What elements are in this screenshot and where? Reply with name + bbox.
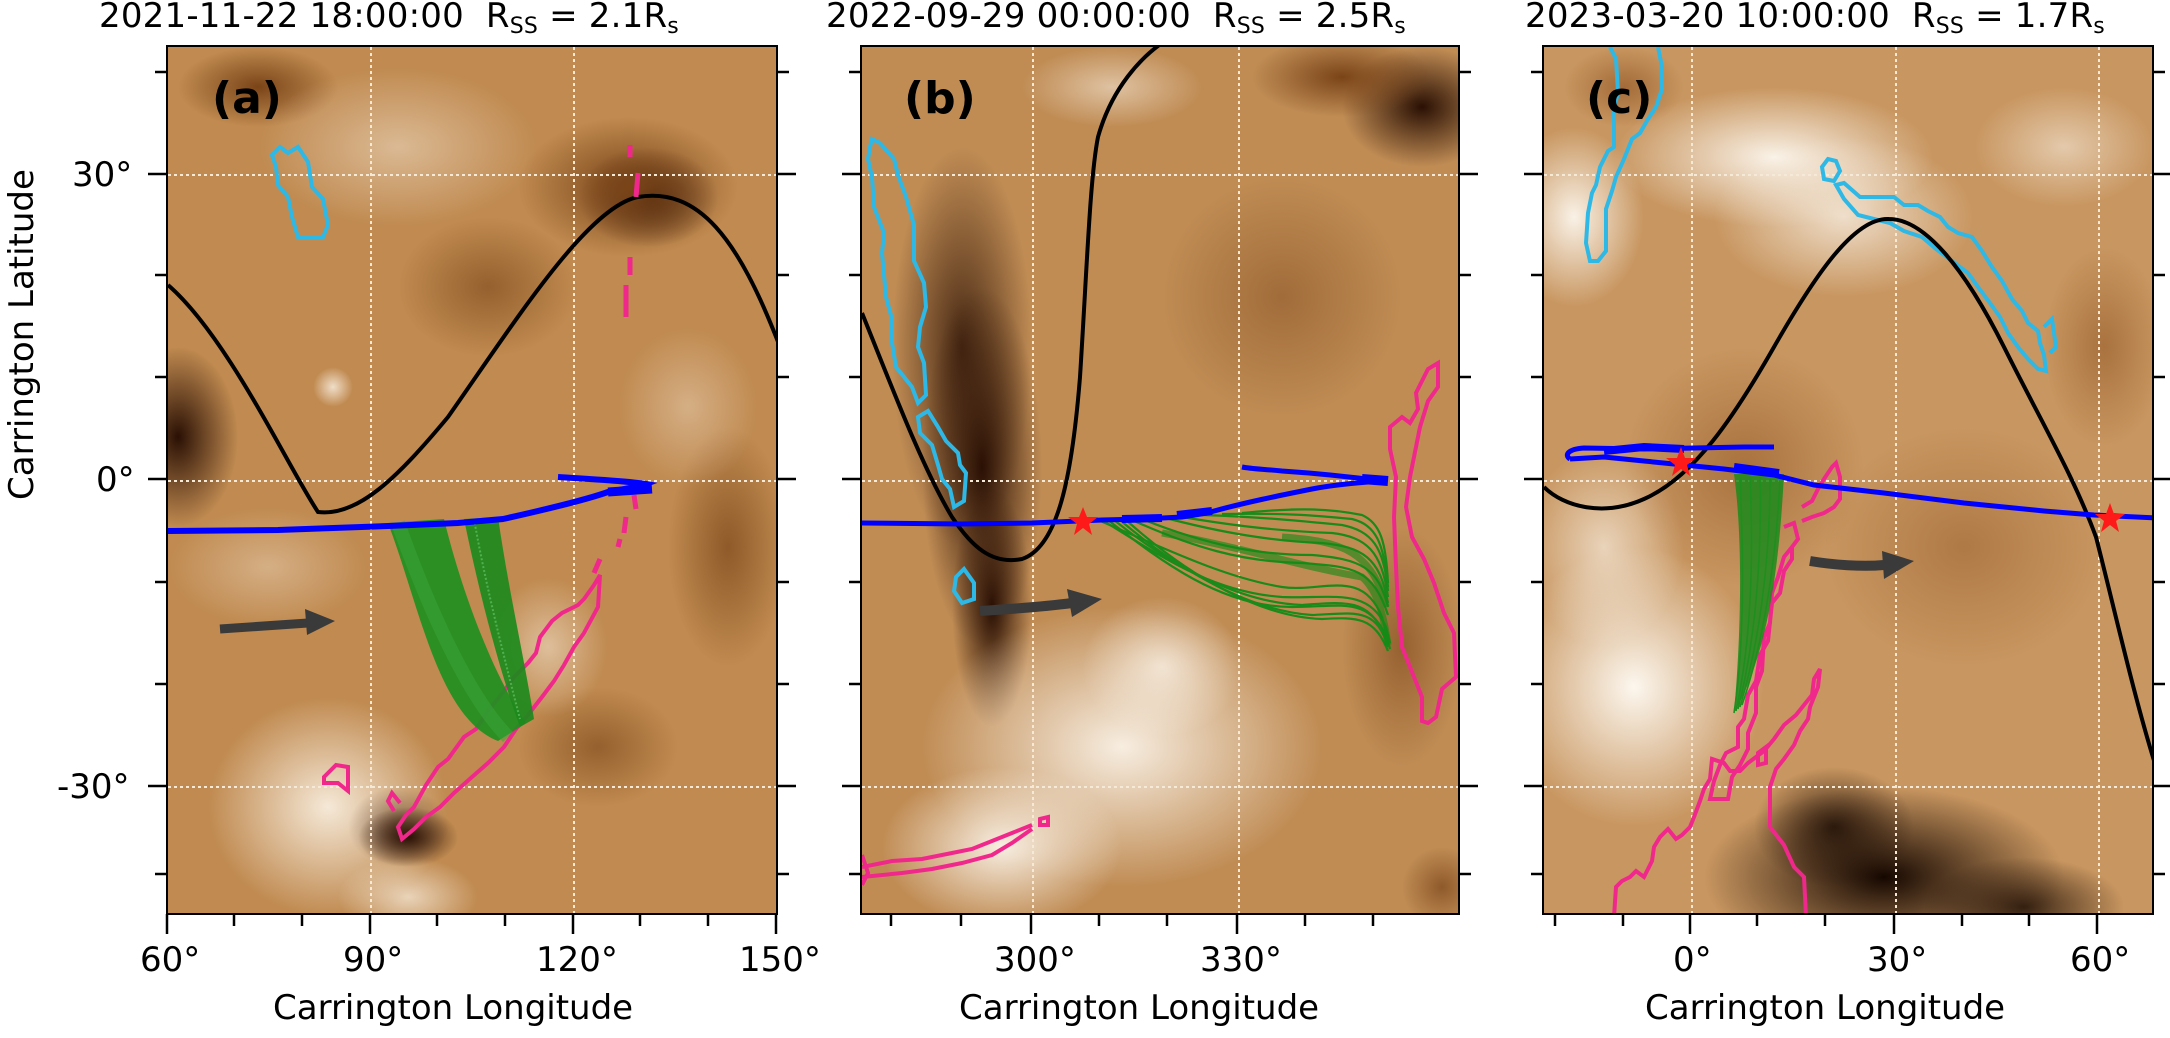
- panel-a-datetime: 2021-11-22 18:00:00: [99, 0, 464, 36]
- neutral-line: [168, 193, 776, 515]
- panel-b-rss-unit: s: [1394, 14, 1406, 39]
- open-field-pink-contour: [322, 145, 641, 843]
- panel-a-rss-symbol: R: [485, 0, 510, 36]
- field-line-bundle: [1097, 508, 1392, 652]
- xtick-label: 60°: [2070, 940, 2131, 980]
- grid-lines: [168, 47, 776, 913]
- panel-c-rss-sub: SS: [1935, 14, 1965, 39]
- panel-b-rss-value: = 2.5R: [1265, 0, 1395, 36]
- panel-c-title: 2023-03-20 10:00:00 RSS = 1.7Rs: [1525, 0, 2105, 39]
- field-line-bundle: [1733, 474, 1784, 714]
- star-marker-icon: [2095, 503, 2125, 532]
- panel-b-label: (b): [904, 73, 976, 124]
- panel-b-rss-symbol: R: [1212, 0, 1237, 36]
- panel-b-x-axis-label: Carrington Longitude: [959, 988, 1320, 1028]
- y-axis-label: Carrington Latitude: [2, 169, 42, 500]
- panel-c-rss-symbol: R: [1911, 0, 1936, 36]
- xtick-label: 0°: [1673, 940, 1712, 980]
- xtick-label: 90°: [343, 940, 404, 980]
- panel-b-title: 2022-09-29 00:00:00 RSS = 2.5Rs: [826, 0, 1406, 39]
- panel-c-rss-value: = 1.7R: [1964, 0, 2094, 36]
- field-line-bundle: [388, 517, 534, 742]
- panel-c-rss-unit: s: [2093, 14, 2105, 39]
- star-marker-icon: [1666, 447, 1696, 476]
- panel-a-x-axis-label: Carrington Longitude: [273, 988, 634, 1028]
- spacecraft-trajectory: [862, 464, 1389, 527]
- open-field-cyan-contour: [269, 144, 331, 239]
- panel-b-rss-sub: SS: [1236, 14, 1266, 39]
- open-field-cyan-contour: [1583, 47, 2059, 374]
- rotation-arrow-icon: [219, 609, 335, 635]
- panel-a-title: 2021-11-22 18:00:00 RSS = 2.1Rs: [99, 0, 679, 39]
- panel-a-rss-sub: SS: [509, 14, 539, 39]
- panel-b-axes: (b): [860, 45, 1460, 915]
- star-marker-icon: [1068, 507, 1098, 535]
- open-field-cyan-contour: [865, 136, 976, 606]
- panel-a-plot: [168, 47, 776, 913]
- panel-b-plot: [862, 47, 1458, 913]
- panel-c-label: (c): [1586, 73, 1653, 124]
- ytick-label: -30°: [57, 767, 130, 807]
- xtick-label: 150°: [739, 940, 821, 980]
- ytick-label: 30°: [72, 155, 133, 195]
- neutral-line: [1544, 216, 2152, 761]
- xtick-label: 300°: [994, 940, 1076, 980]
- neutral-line: [862, 47, 1160, 563]
- open-field-pink-contour: [1612, 459, 1842, 913]
- panel-c-datetime: 2023-03-20 10:00:00: [1525, 0, 1890, 36]
- open-field-pink-contour: [862, 359, 1458, 886]
- panel-c-axes: (c): [1542, 45, 2154, 915]
- xtick-label: 120°: [536, 940, 618, 980]
- ytick-label: 0°: [96, 460, 135, 500]
- rotation-arrow-icon: [979, 589, 1102, 617]
- panel-c-x-axis-label: Carrington Longitude: [1645, 988, 2006, 1028]
- grid-lines: [1544, 47, 2152, 913]
- xtick-label: 60°: [140, 940, 201, 980]
- panel-b-datetime: 2022-09-29 00:00:00: [826, 0, 1191, 36]
- panel-a-rss-value: = 2.1R: [538, 0, 668, 36]
- spacecraft-trajectory: [168, 474, 658, 534]
- rotation-arrow-icon: [1809, 551, 1914, 579]
- panel-a-axes: (a): [166, 45, 778, 915]
- spacecraft-trajectory: [1564, 442, 2152, 521]
- xtick-label: 30°: [1867, 940, 1928, 980]
- panel-a-label: (a): [212, 73, 282, 124]
- panel-c-plot: [1544, 47, 2152, 913]
- xtick-label: 330°: [1200, 940, 1282, 980]
- panel-a-rss-unit: s: [667, 14, 679, 39]
